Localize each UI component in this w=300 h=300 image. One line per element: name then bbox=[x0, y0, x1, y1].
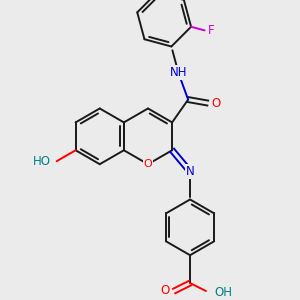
Text: NH: NH bbox=[170, 66, 187, 79]
Text: N: N bbox=[186, 165, 194, 178]
Text: O: O bbox=[212, 97, 221, 110]
Text: OH: OH bbox=[214, 286, 232, 298]
Text: O: O bbox=[160, 284, 169, 296]
Text: F: F bbox=[208, 24, 214, 37]
Text: HO: HO bbox=[33, 155, 51, 168]
Text: O: O bbox=[144, 159, 152, 169]
